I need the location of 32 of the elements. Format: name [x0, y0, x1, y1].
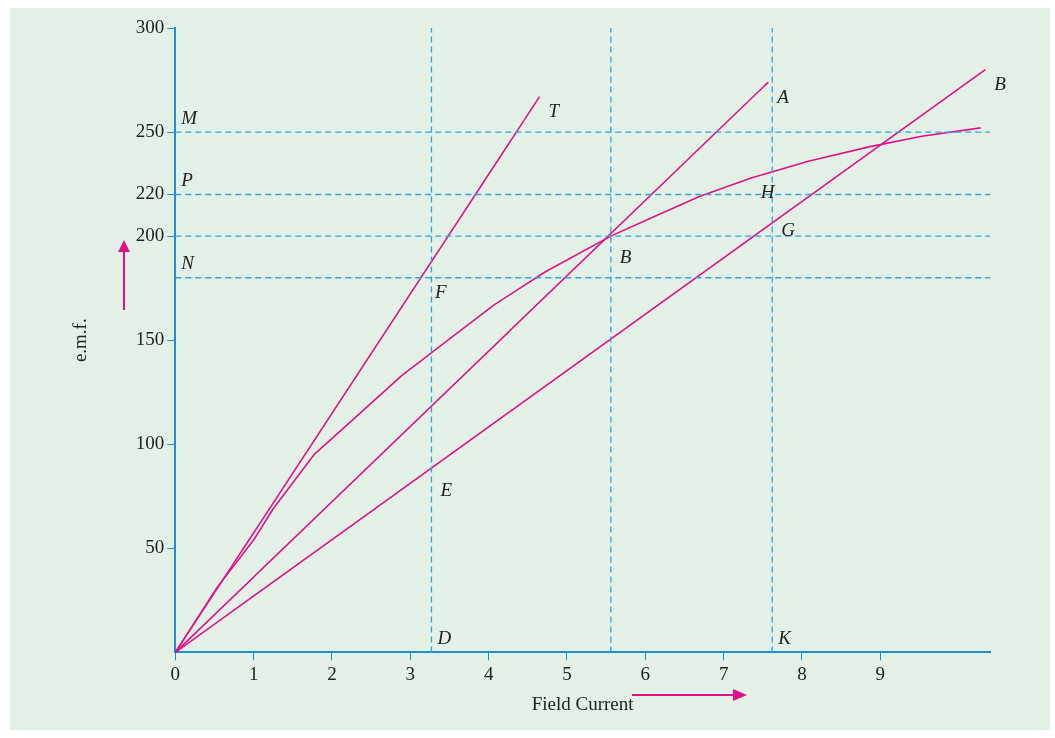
- annotation: B: [619, 245, 632, 267]
- annotation: F: [433, 281, 447, 303]
- y-tick-label: 100: [135, 432, 165, 454]
- x-tick-label: 7: [718, 662, 729, 684]
- x-tick-label: 2: [327, 662, 337, 684]
- annotation: A: [775, 85, 790, 107]
- y-tick-label: 150: [135, 328, 165, 350]
- ref-line-label: N: [180, 252, 196, 274]
- annotation: H: [759, 181, 776, 203]
- x-tick-label: 3: [405, 662, 416, 684]
- y-tick-label: 220: [135, 182, 165, 204]
- y-axis-title: e.m.f.: [69, 318, 91, 363]
- annotation: T: [548, 100, 561, 122]
- ref-line-label: M: [180, 106, 199, 128]
- y-tick-label: 300: [135, 15, 165, 37]
- annotation: B: [994, 73, 1007, 95]
- x-tick-label: 1: [248, 662, 259, 684]
- annotation: E: [439, 478, 453, 500]
- x-tick-label: 6: [640, 662, 651, 684]
- x-tick-label: 0: [170, 662, 181, 684]
- ref-line-label: K: [777, 626, 793, 648]
- ref-line-label: P: [180, 169, 194, 191]
- x-tick-label: 8: [797, 662, 807, 684]
- x-tick-label: 9: [875, 662, 886, 684]
- ref-line-label: D: [436, 626, 452, 648]
- x-tick-label: 4: [483, 662, 494, 684]
- y-tick-label: 250: [135, 120, 165, 142]
- y-tick-label: 50: [145, 536, 165, 558]
- annotation: G: [781, 218, 796, 240]
- y-tick-label: 200: [135, 224, 165, 246]
- x-axis-title: Field Current: [531, 692, 635, 714]
- x-tick-label: 5: [562, 662, 572, 684]
